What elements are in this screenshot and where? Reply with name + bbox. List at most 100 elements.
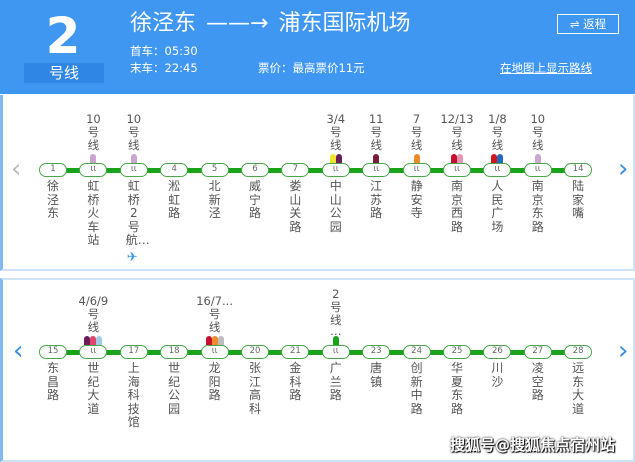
station-marker[interactable]: 23 xyxy=(362,345,391,359)
transfer-label: 10 号线 xyxy=(114,113,154,152)
station-marker[interactable]: ιι xyxy=(443,163,471,177)
station-name[interactable]: 中山公园 xyxy=(329,179,342,234)
station-name[interactable]: 娄山关路 xyxy=(289,179,302,234)
transfer-suffix: 线 xyxy=(87,320,100,334)
transfer-line-color xyxy=(457,154,463,163)
station-name[interactable]: 虹桥2号航… xyxy=(125,179,150,247)
line-header: 2 号线 徐泾东 ——→ 浦东国际机场 首车：05:30 末车：22:45 票价：最高… xyxy=(0,0,635,94)
station-name[interactable]: 凌空路 xyxy=(531,361,544,402)
station-marker[interactable]: 25 xyxy=(443,345,471,359)
return-button[interactable]: ⇌ 返程 xyxy=(557,14,619,34)
transfer-line-color xyxy=(211,336,218,345)
station-name[interactable]: 陆家嘴 xyxy=(572,179,585,220)
transfer-suffix: 号 xyxy=(370,125,382,139)
transfer-line-color xyxy=(96,336,103,345)
transfer-line-color xyxy=(90,154,97,163)
station-marker[interactable]: 15 xyxy=(39,345,67,359)
station-name[interactable]: 威宁路 xyxy=(248,179,261,220)
route-title: 徐泾东 ——→ 浦东国际机场 xyxy=(130,10,410,38)
station-marker[interactable]: ιι xyxy=(119,163,148,177)
transfer-line-color xyxy=(373,154,380,163)
station-marker[interactable]: 18 xyxy=(160,345,189,359)
station-name[interactable]: 南京西路 xyxy=(450,179,463,234)
station-name[interactable]: 静安寺 xyxy=(410,179,423,220)
station-marker[interactable]: 5 xyxy=(200,163,229,177)
station-marker[interactable]: ιι xyxy=(79,345,108,359)
next-arrow-icon[interactable]: › xyxy=(618,154,629,184)
transfer-label: 3/4 号线 xyxy=(316,113,356,152)
station-name[interactable]: 北新泾 xyxy=(208,179,221,220)
watermark: 搜狐号@搜狐焦点宿州站 xyxy=(450,436,616,454)
station-name[interactable]: 虹桥火车站 xyxy=(87,179,100,247)
station-name[interactable]: 世纪大道 xyxy=(87,361,100,416)
station-marker[interactable]: ιι xyxy=(523,163,552,177)
station-marker[interactable]: 17 xyxy=(119,345,148,359)
transfer-label: 12/13 号线 xyxy=(437,113,477,152)
prev-arrow-icon[interactable]: ‹ xyxy=(13,336,24,366)
station-marker[interactable]: 27 xyxy=(523,345,552,359)
station-marker[interactable]: ιι xyxy=(200,345,229,359)
line-number: 2 xyxy=(45,7,81,65)
transfer-suffix: 线 xyxy=(330,313,342,327)
transfer-line-color xyxy=(90,336,97,345)
transfer-suffix: 号 xyxy=(87,125,100,139)
station-marker[interactable]: ιι xyxy=(483,163,512,177)
station-marker[interactable]: 20 xyxy=(241,345,269,359)
station-marker[interactable]: 14 xyxy=(564,163,593,177)
transfer-suffix: 号 xyxy=(128,125,140,139)
station-marker[interactable]: 21 xyxy=(281,345,310,359)
next-arrow-icon[interactable]: › xyxy=(618,336,629,366)
transfer-label: 2 号线… xyxy=(316,288,356,337)
transfer-suffix: 线 xyxy=(370,138,382,152)
transfer-line-color xyxy=(130,154,137,163)
station-name[interactable]: 江苏路 xyxy=(370,179,383,220)
route-from: 徐泾东 xyxy=(130,11,197,36)
transfer-lines: 10 xyxy=(126,112,142,126)
show-on-map-link[interactable]: 在地图上显示路线 xyxy=(500,61,592,75)
station-marker[interactable]: 26 xyxy=(483,345,512,359)
station-name[interactable]: 创新中路 xyxy=(410,361,423,416)
station-name[interactable]: 淞虹路 xyxy=(168,179,181,220)
transfer-lines: 10 xyxy=(530,112,546,126)
station-name[interactable]: 川沙 xyxy=(491,361,504,389)
station-marker[interactable]: 7 xyxy=(281,163,310,177)
station-name[interactable]: 金科路 xyxy=(289,361,302,402)
transfer-suffix: 线 xyxy=(491,138,504,152)
transfer-label: 4/6/9 号线 xyxy=(73,295,113,334)
station-name[interactable]: 广兰路 xyxy=(329,361,342,402)
station-name[interactable]: 人民广场 xyxy=(491,179,504,234)
transfer-line-color xyxy=(491,154,498,163)
transfer-lines: 11 xyxy=(368,112,384,126)
arrow-icon: ——→ xyxy=(206,11,269,36)
prev-arrow-icon[interactable]: ‹ xyxy=(11,154,22,184)
station-name[interactable]: 东昌路 xyxy=(46,361,59,402)
station-marker[interactable]: ιι xyxy=(321,345,350,359)
station-marker[interactable]: 6 xyxy=(241,163,269,177)
station-marker[interactable]: 1 xyxy=(39,163,67,177)
transfer-line-color xyxy=(534,154,541,163)
station-name[interactable]: 远东大道 xyxy=(572,361,585,416)
station-name[interactable]: 南京东路 xyxy=(531,179,544,234)
transfer-lines: 7 xyxy=(412,112,421,126)
station-marker[interactable]: ιι xyxy=(321,163,350,177)
station-name[interactable]: 唐镇 xyxy=(370,361,383,389)
station-marker[interactable]: ιι xyxy=(362,163,391,177)
station-marker[interactable]: 28 xyxy=(564,345,593,359)
station-name[interactable]: 徐泾东 xyxy=(46,179,59,220)
transfer-lines: 12/13 xyxy=(440,112,474,126)
station-marker[interactable]: 4 xyxy=(160,163,189,177)
transfer-label: 1/8 号线 xyxy=(477,113,517,152)
transfer-suffix: 号 xyxy=(330,300,342,314)
line-track xyxy=(43,168,583,173)
station-name[interactable]: 龙阳路 xyxy=(208,361,221,402)
transfer-suffix: 线 xyxy=(208,320,221,334)
station-name[interactable]: 世纪公园 xyxy=(168,361,181,416)
station-marker[interactable]: 24 xyxy=(402,345,431,359)
station-name[interactable]: 张江高科 xyxy=(248,361,261,416)
station-marker[interactable]: ιι xyxy=(402,163,431,177)
station-name[interactable]: 华夏东路 xyxy=(450,361,463,416)
stations-panel-1: ‹ › 1 徐泾东 ιι 虹桥火车站 10 号线 ιι 虹桥2号航… ✈ 10 号线 4 淞虹路 5 北新泾 6 威… xyxy=(0,95,635,271)
station-name[interactable]: 上海科技馆 xyxy=(127,361,140,429)
transfer-suffix: 号 xyxy=(208,307,221,321)
station-marker[interactable]: ιι xyxy=(79,163,108,177)
